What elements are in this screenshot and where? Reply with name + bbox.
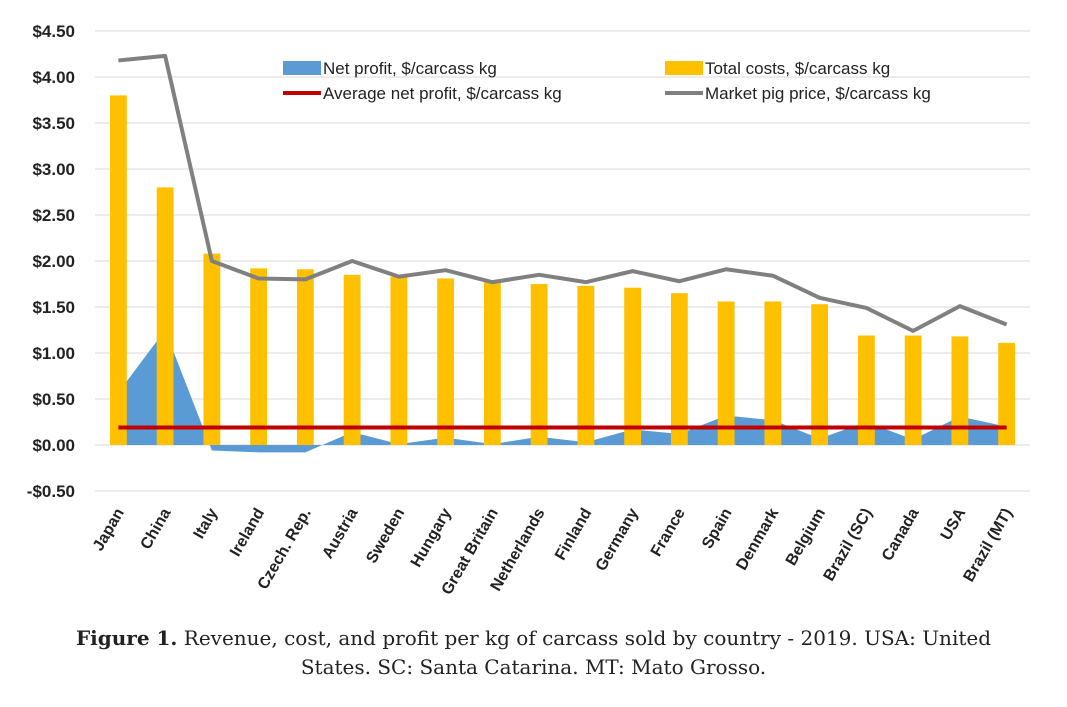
x-category-label: Brazil (SC) — [821, 506, 876, 585]
legend-swatch — [283, 61, 321, 75]
x-category-label: Belgium — [783, 506, 829, 569]
y-tick-label: $3.50 — [32, 114, 75, 133]
x-category-label: Japan — [90, 506, 128, 555]
y-tick-label: $0.00 — [32, 436, 75, 455]
total-costs-bar — [483, 280, 501, 445]
x-category-label: Finland — [552, 506, 595, 564]
caption-line-1: Figure 1. Revenue, cost, and profit per … — [0, 624, 1067, 653]
total-costs-bar — [624, 287, 642, 445]
x-category-label: Denmark — [733, 505, 782, 573]
x-category-label: Ireland — [227, 506, 268, 560]
y-tick-label: $1.50 — [32, 298, 75, 317]
legend: Net profit, $/carcass kg Total costs, $/c… — [283, 59, 931, 103]
caption-label: Figure 1. — [75, 626, 178, 650]
figure-caption: Figure 1. Revenue, cost, and profit per … — [0, 624, 1067, 682]
y-tick-label: $1.00 — [32, 344, 75, 363]
y-axis-tick-labels: -$0.50 $0.00 $0.50 $1.00 $1.50 $2.00 $2.50 $3.0… — [27, 22, 75, 501]
total-costs-bar — [109, 95, 127, 446]
total-costs-bar — [390, 276, 408, 445]
total-costs-bar — [857, 335, 875, 445]
legend-label: Total costs, $/carcass kg — [705, 59, 890, 78]
total-costs-bar — [811, 304, 829, 445]
total-costs-bar — [250, 268, 268, 445]
legend-label: Net profit, $/carcass kg — [323, 59, 497, 78]
y-tick-label: $3.00 — [32, 160, 75, 179]
legend-label: Market pig price, $/carcass kg — [705, 84, 931, 103]
total-costs-bar — [343, 274, 361, 445]
y-tick-label: $0.50 — [32, 390, 75, 409]
total-costs-bar — [904, 335, 922, 445]
legend-swatch — [665, 61, 703, 75]
total-costs-bar — [764, 301, 782, 445]
x-category-label: Austria — [319, 505, 361, 561]
market-price-line — [118, 53, 1008, 333]
x-category-label: France — [648, 505, 689, 559]
y-tick-label: -$0.50 — [27, 482, 75, 501]
total-costs-bar — [951, 336, 969, 445]
total-costs-bar — [717, 301, 735, 445]
total-costs-bar-series — [109, 95, 1016, 446]
x-category-label: China — [138, 505, 175, 552]
x-category-label: Italy — [191, 505, 222, 541]
x-category-label: Germany — [593, 505, 642, 574]
total-costs-bar — [437, 278, 455, 445]
x-category-label: Canada — [879, 505, 923, 564]
legend-label: Average net profit, $/carcass kg — [323, 84, 562, 103]
total-costs-bar — [577, 285, 595, 445]
caption-text: Revenue, cost, and profit per kg of carc… — [183, 626, 992, 650]
x-category-label: Spain — [699, 506, 736, 552]
total-costs-bar — [670, 293, 688, 445]
chart: -$0.50 $0.00 $0.50 $1.00 $1.50 $2.00 $2.50 $3.0… — [27, 22, 1030, 598]
total-costs-bar — [296, 269, 314, 445]
market-price-line-series — [118, 53, 1008, 333]
total-costs-bar — [156, 187, 174, 445]
total-costs-bar — [203, 253, 221, 445]
x-category-label: Brazil (MT) — [960, 506, 1016, 585]
total-costs-bar — [998, 342, 1016, 445]
total-costs-bar — [530, 284, 548, 445]
y-tick-label: $2.50 — [32, 206, 75, 225]
x-category-label: Sweden — [363, 506, 408, 567]
y-tick-label: $2.00 — [32, 252, 75, 271]
x-category-label: Hungary — [408, 505, 455, 570]
y-tick-label: $4.00 — [32, 68, 75, 87]
x-category-label: USA — [938, 505, 970, 543]
caption-line-2: States. SC: Santa Catarina. MT: Mato Gro… — [300, 655, 767, 679]
y-tick-label: $4.50 — [32, 22, 75, 41]
